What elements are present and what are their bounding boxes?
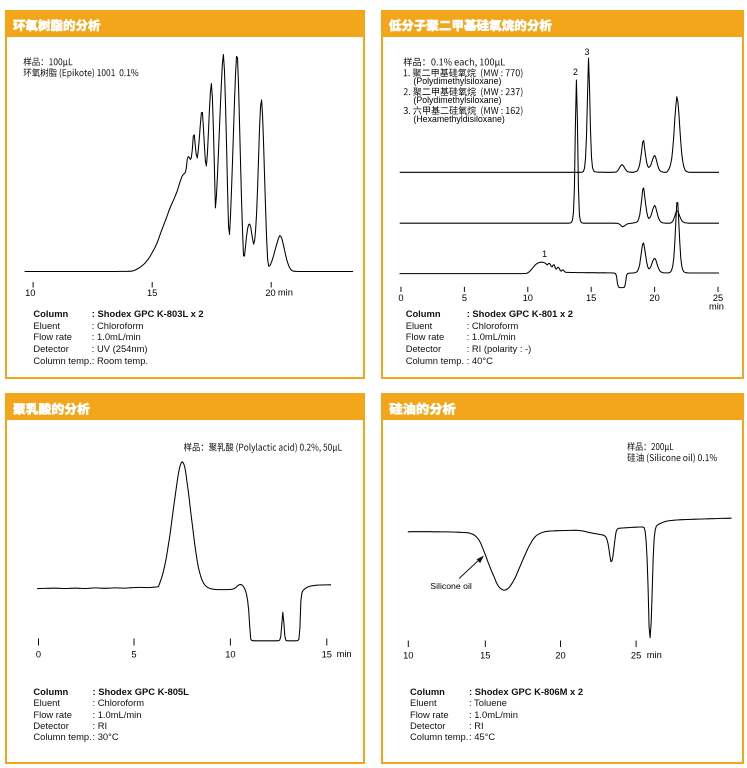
svg-text:3: 3 bbox=[585, 47, 590, 57]
svg-text:5: 5 bbox=[131, 650, 136, 660]
svg-text:(Polydimethylsiloxane): (Polydimethylsiloxane) bbox=[413, 76, 501, 86]
svg-text:0: 0 bbox=[398, 293, 403, 303]
svg-text:2: 2 bbox=[573, 67, 578, 77]
svg-text:5: 5 bbox=[462, 293, 467, 303]
svg-text:20: 20 bbox=[265, 288, 275, 298]
svg-text:min: min bbox=[647, 650, 662, 660]
svg-text:Silicone oil: Silicone oil bbox=[430, 581, 472, 591]
svg-text:20: 20 bbox=[555, 651, 565, 661]
svg-text:15: 15 bbox=[322, 650, 332, 660]
svg-text:25: 25 bbox=[713, 293, 723, 303]
svg-text:15: 15 bbox=[147, 288, 157, 298]
svg-text:min: min bbox=[709, 302, 724, 312]
svg-text:15: 15 bbox=[586, 293, 596, 303]
svg-text:10: 10 bbox=[403, 651, 413, 661]
svg-text:10: 10 bbox=[25, 288, 35, 298]
svg-text:15: 15 bbox=[480, 651, 490, 661]
svg-text:(Hexamethyldisiloxane): (Hexamethyldisiloxane) bbox=[413, 114, 504, 124]
svg-text:20: 20 bbox=[649, 293, 659, 303]
svg-text:1: 1 bbox=[542, 249, 547, 259]
svg-text:(Polydimethylsiloxane): (Polydimethylsiloxane) bbox=[413, 95, 501, 105]
svg-text:10: 10 bbox=[225, 650, 235, 660]
svg-text:0: 0 bbox=[36, 650, 41, 660]
svg-text:25: 25 bbox=[631, 651, 641, 661]
svg-text:min: min bbox=[337, 649, 352, 659]
svg-text:10: 10 bbox=[523, 293, 533, 303]
svg-text:min: min bbox=[278, 287, 293, 297]
